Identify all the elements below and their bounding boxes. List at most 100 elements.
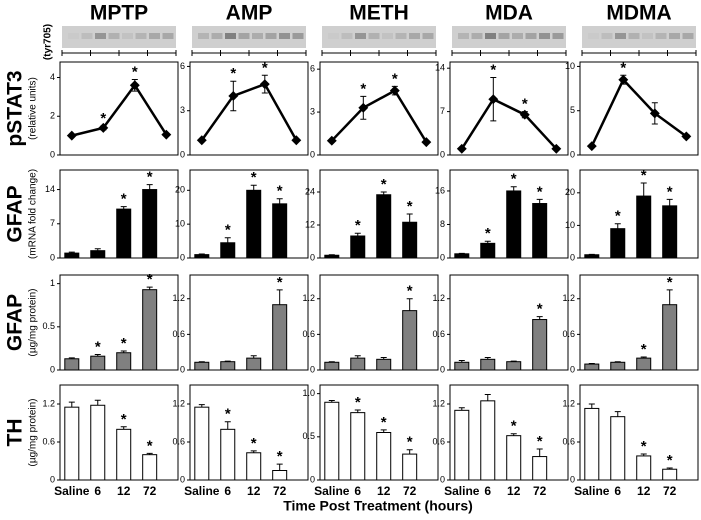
column-title: MPTP (90, 2, 148, 25)
significance-marker: * (147, 437, 153, 454)
blot-band (198, 33, 209, 39)
bar (246, 452, 262, 481)
y-tick-label: 0 (180, 474, 185, 484)
blot-bracket (451, 50, 567, 56)
panel-frame (579, 61, 699, 156)
bar (402, 221, 418, 259)
significance-marker: * (277, 274, 283, 291)
x-tick-label: Saline (54, 484, 90, 498)
y-tick-label: 0 (310, 149, 315, 159)
bar (194, 406, 210, 481)
y-tick-label: 14 (435, 63, 445, 73)
y-tick-label: 6 (180, 61, 185, 71)
significance-marker: * (355, 394, 361, 411)
row-label: TH (4, 419, 27, 447)
significance-marker: * (485, 225, 491, 242)
point-marker (421, 137, 432, 148)
bar (350, 235, 366, 259)
error-bar (640, 182, 647, 197)
point-marker (98, 122, 109, 133)
x-tick-label: Saline (184, 484, 220, 498)
panel-frame (319, 61, 439, 156)
blot-band (682, 33, 694, 39)
bar (324, 254, 340, 259)
bar (246, 189, 262, 259)
x-tick-label: Saline (314, 484, 350, 498)
bar (532, 203, 548, 259)
point-marker (129, 80, 140, 91)
blot-band (588, 33, 599, 39)
panel-frame (449, 61, 569, 156)
significance-marker: * (132, 63, 138, 80)
y-tick-label: 7 (440, 106, 445, 116)
bar (584, 407, 600, 481)
y-tick-label: 0 (180, 364, 185, 374)
blot-band (552, 33, 564, 39)
significance-marker: * (490, 61, 496, 78)
significance-marker: * (251, 435, 257, 452)
bar (220, 428, 236, 481)
bar (272, 470, 288, 481)
y-tick-label: 0 (570, 252, 575, 262)
significance-marker: * (537, 301, 543, 318)
bar (454, 361, 470, 371)
panel-frame (579, 274, 699, 371)
row-label: pSTAT3 (4, 70, 27, 146)
y-tick-label: 3 (180, 105, 185, 115)
blot-band (628, 33, 640, 39)
y-tick-label: 20 (175, 185, 185, 195)
y-tick-label: 1.2 (562, 293, 575, 303)
bar (480, 358, 496, 371)
y-tick-label: 0.6 (432, 329, 445, 339)
bar (506, 435, 522, 481)
bar (246, 357, 262, 371)
y-tick-label: 0 (180, 149, 185, 159)
y-tick-label: 8 (440, 219, 445, 229)
bar (376, 432, 392, 481)
point-marker (519, 109, 530, 120)
significance-marker: * (381, 414, 387, 431)
bar (64, 406, 80, 481)
significance-marker: * (277, 183, 283, 200)
row-unit: (relative units) (28, 77, 39, 140)
error-bar (588, 403, 595, 409)
bar (142, 189, 158, 259)
significance-marker: * (355, 217, 361, 234)
blot-band (409, 33, 420, 39)
bar (532, 319, 548, 371)
error-bar (510, 186, 517, 191)
significance-marker: * (360, 80, 366, 97)
blot-bracket (581, 50, 697, 56)
y-tick-label: 7 (50, 218, 55, 228)
data-line (200, 82, 298, 141)
blot-band (135, 33, 147, 39)
bar (64, 358, 80, 371)
blot-band (669, 33, 680, 39)
x-tick-label: 12 (117, 484, 131, 498)
bar (220, 242, 236, 259)
blot-band (81, 33, 93, 39)
bar (662, 468, 678, 481)
bar (610, 361, 626, 371)
y-tick-label: 0 (440, 474, 445, 484)
y-tick-label: 0 (440, 149, 445, 159)
blot-band (355, 33, 366, 39)
blot-band (512, 33, 523, 39)
bar (454, 409, 470, 481)
significance-marker: * (407, 283, 413, 300)
bar (480, 242, 496, 259)
bar (662, 304, 678, 371)
x-tick-label: 12 (637, 484, 651, 498)
point-marker (551, 143, 562, 154)
y-tick-label: 1.2 (172, 398, 185, 408)
y-tick-label: 6 (310, 64, 315, 74)
blot-band (471, 33, 483, 39)
y-tick-label: 10 (565, 61, 575, 71)
significance-marker: * (511, 171, 517, 188)
blot-bracket (321, 50, 437, 56)
point-marker (228, 91, 239, 101)
significance-marker: * (95, 338, 101, 355)
bar (610, 416, 626, 481)
x-tick-label: 6 (614, 484, 621, 498)
bar (90, 250, 106, 259)
